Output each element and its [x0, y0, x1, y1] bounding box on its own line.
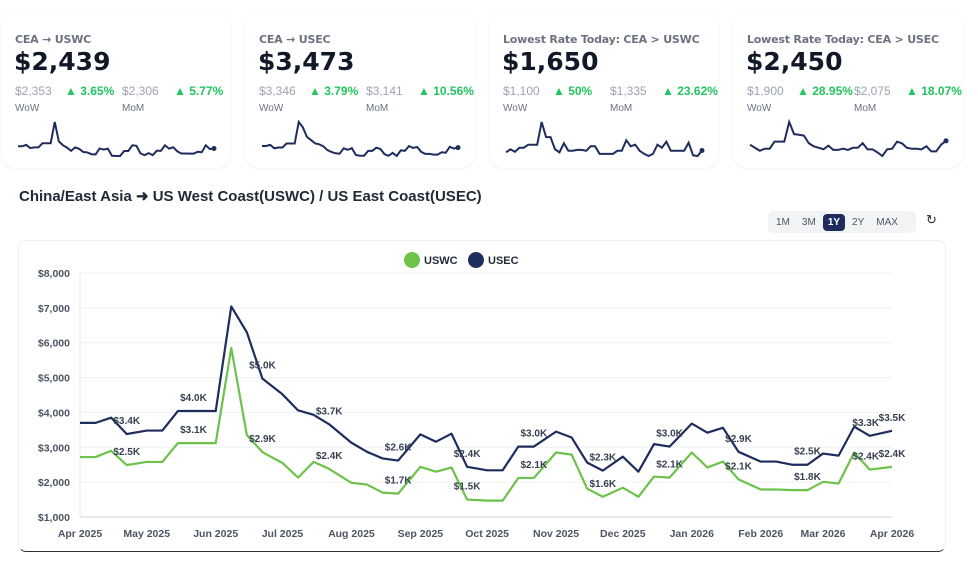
sparkline — [18, 121, 217, 157]
sparkline-line — [505, 121, 703, 158]
wow-change: ▲ 3.79% — [309, 84, 359, 98]
rate-card: Lowest Rate Today: CEA > USEC $2,450 $1,… — [734, 10, 962, 168]
wow-previous: $2,353 — [15, 84, 52, 98]
rate-card: CEA → USWC $2,439 $2,353 ▲ 3.65% $2,306 … — [2, 10, 230, 168]
card-value: $2,450 — [746, 47, 843, 76]
card-title: Lowest Rate Today: CEA > USWC — [503, 33, 700, 46]
wow-label: WoW — [15, 103, 40, 114]
card-title: CEA → USWC — [15, 33, 92, 46]
card-value: $3,473 — [258, 47, 355, 76]
sparkline — [505, 121, 705, 158]
card-title: CEA → USEC — [259, 33, 331, 46]
wow-label: WoW — [259, 103, 284, 114]
card-value: $1,650 — [502, 47, 599, 76]
rate-card: Lowest Rate Today: CEA > USWC $1,650 $1,… — [490, 10, 718, 168]
sparkline-line — [749, 118, 947, 158]
mom-change: ▲ 10.56% — [418, 84, 474, 98]
mom-previous: $2,306 — [122, 84, 159, 98]
wow-previous: $3,346 — [259, 84, 296, 98]
range-max-button[interactable]: MAX — [876, 216, 898, 228]
mom-change: ▲ 5.77% — [174, 84, 224, 98]
mom-label: MoM — [854, 103, 877, 114]
section-title: China/East Asia ➜ US West Coast(USWC) / … — [19, 188, 482, 205]
wow-change: ▲ 3.65% — [65, 84, 115, 98]
mom-change: ▲ 18.07% — [906, 84, 962, 98]
sparkline-line — [262, 119, 459, 158]
card-title: Lowest Rate Today: CEA > USEC — [747, 33, 939, 46]
wow-previous: $1,100 — [503, 84, 540, 98]
mom-previous: $1,335 — [610, 84, 647, 98]
mom-label: MoM — [122, 103, 145, 114]
chart-card — [18, 240, 946, 552]
mom-label: MoM — [366, 103, 389, 114]
wow-change: ▲ 50% — [553, 84, 593, 98]
wow-previous: $1,900 — [747, 84, 784, 98]
sparkline — [749, 118, 949, 158]
wow-label: WoW — [503, 103, 528, 114]
reset-zoom-icon[interactable]: ↻ — [926, 212, 937, 227]
range-3m-button[interactable]: 3M — [801, 216, 816, 228]
wow-label: WoW — [747, 103, 772, 114]
range-1m-button[interactable]: 1M — [776, 216, 790, 228]
mom-previous: $2,075 — [854, 84, 891, 98]
time-range-selector: 1M 3M 1Y 2Y MAX — [768, 211, 916, 233]
sparkline-last-point — [699, 148, 705, 154]
sparkline-last-point — [211, 145, 217, 151]
rate-card: CEA → USEC $3,473 $3,346 ▲ 3.79% $3,141 … — [246, 10, 474, 168]
mom-label: MoM — [610, 103, 633, 114]
sparkline-last-point — [455, 145, 461, 151]
range-1y-button[interactable]: 1Y — [822, 213, 846, 231]
card-value: $2,439 — [14, 47, 111, 76]
mom-previous: $3,141 — [366, 84, 403, 98]
sparkline-line — [18, 121, 215, 157]
sparkline — [262, 119, 461, 158]
range-2y-button[interactable]: 2Y — [852, 216, 865, 228]
sparkline-last-point — [943, 138, 949, 144]
wow-change: ▲ 28.95% — [797, 84, 853, 98]
mom-change: ▲ 23.62% — [662, 84, 718, 98]
